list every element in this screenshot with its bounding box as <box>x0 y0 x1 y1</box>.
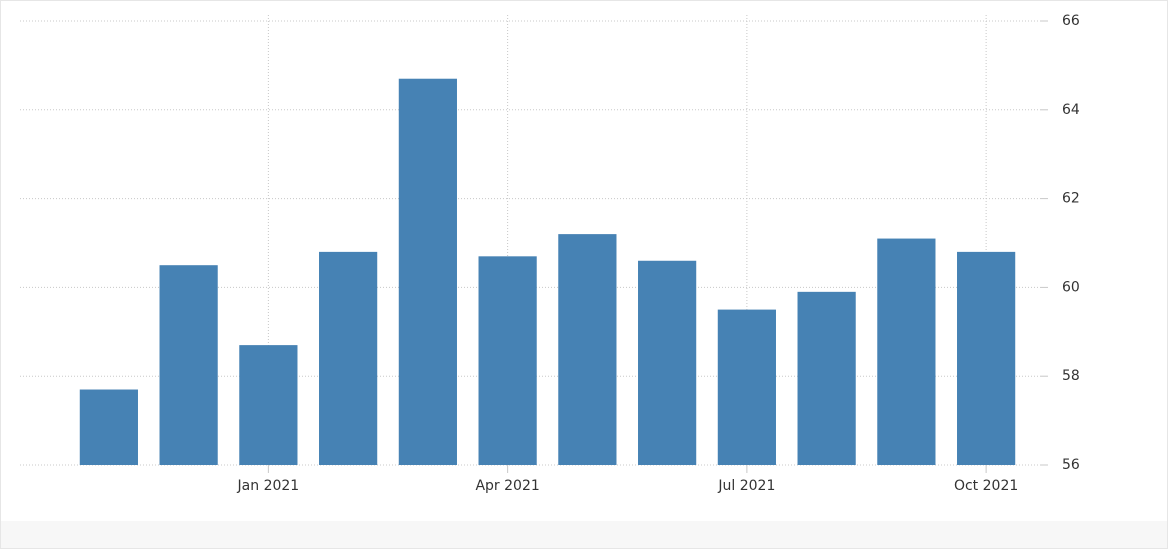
bar <box>877 238 936 465</box>
bar <box>797 291 856 465</box>
x-tick-label: Jan 2021 <box>237 478 300 494</box>
bar <box>558 234 617 465</box>
x-tick-label: Jul 2021 <box>717 478 775 494</box>
bar <box>398 78 457 465</box>
footer-strip <box>1 521 1167 548</box>
x-tick-label: Oct 2021 <box>954 478 1018 494</box>
y-tick-label: 60 <box>1062 279 1080 295</box>
y-tick-label: 56 <box>1062 457 1080 473</box>
bar <box>159 265 218 465</box>
y-tick-label: 58 <box>1062 368 1080 384</box>
bar <box>717 309 776 465</box>
bar <box>319 251 378 465</box>
bar <box>79 389 138 465</box>
bar <box>638 260 697 465</box>
y-tick-label: 62 <box>1062 191 1080 207</box>
bar <box>957 251 1016 465</box>
y-tick-label: 64 <box>1062 102 1080 118</box>
x-tick-label: Apr 2021 <box>475 478 539 494</box>
bar <box>478 256 537 465</box>
y-tick-label: 66 <box>1062 13 1080 29</box>
bar <box>239 345 298 465</box>
